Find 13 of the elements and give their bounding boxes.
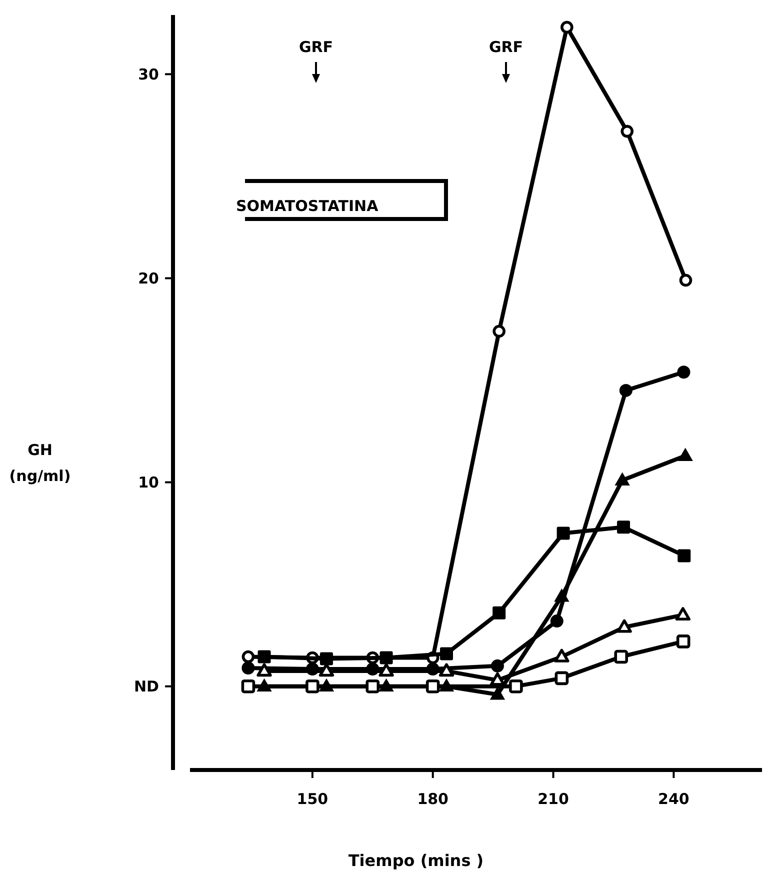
annotation: GRF xyxy=(488,38,524,56)
y-tick-label: ND xyxy=(134,678,159,696)
y-tick-label: 20 xyxy=(138,269,159,288)
x-tick-label: 150 xyxy=(296,790,328,808)
annotation: SOMATOSTATINA xyxy=(236,197,379,215)
annotation: GRF xyxy=(298,38,334,56)
x-tick-label: 180 xyxy=(417,790,449,808)
y-tick-label: 10 xyxy=(138,474,159,492)
x-tick-label: 210 xyxy=(538,790,569,808)
y-axis-title: GH (ng/ml) xyxy=(9,441,71,485)
x-tick-label: 240 xyxy=(658,790,690,808)
y-tick-label: 30 xyxy=(138,65,159,84)
x-axis-title: Tiempo (mins ) xyxy=(348,851,484,870)
